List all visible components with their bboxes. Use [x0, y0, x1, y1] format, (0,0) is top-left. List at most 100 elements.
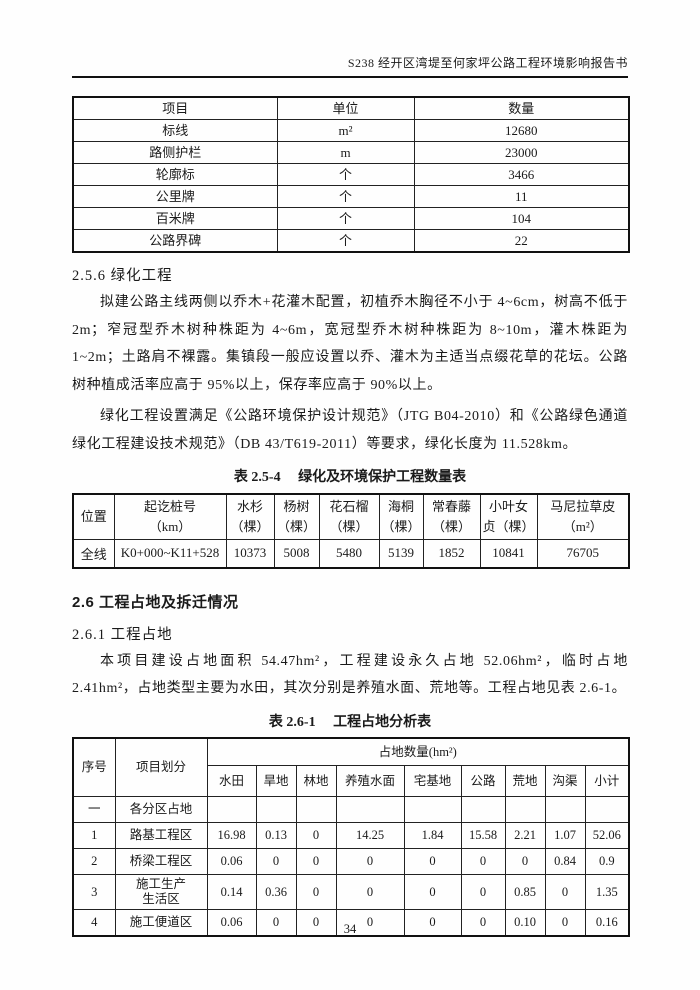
land-cell: 0: [295, 909, 337, 936]
quantities-cell: 百米牌: [72, 207, 278, 230]
land-row: 4 施工便道区 0.06 0 0 0 0 0 0.10 0 0.16: [72, 909, 630, 936]
land-subheader-cell: 旱地: [255, 765, 297, 797]
greening-header-cell: 小叶女 贞（棵）: [479, 493, 538, 540]
land-cell: 16.98: [206, 822, 257, 849]
greening-cell: 5480: [318, 539, 380, 568]
section-heading-2-6: 2.6 工程占地及拆迁情况: [72, 593, 239, 611]
land-cell: [504, 796, 546, 823]
quantities-cell: 23000: [413, 141, 630, 164]
greening-header-cell: 位置: [72, 493, 115, 540]
quantities-cell: 公路界碑: [72, 229, 278, 253]
land-cell: 0: [403, 848, 462, 875]
greening-cell: 10841: [479, 539, 538, 568]
quantities-cell: 个: [276, 185, 415, 208]
greening-header-cell: 水杉 （棵）: [225, 493, 275, 540]
land-cell: [584, 796, 630, 823]
quantities-header-row: 项目 单位 数量: [72, 96, 630, 120]
land-cell: [544, 796, 586, 823]
land-header-row-1: 序号 项目划分 占地数量(hm²): [72, 737, 630, 797]
land-row-name: 桥梁工程区: [114, 848, 208, 875]
quantities-cell: 12680: [413, 119, 630, 142]
quantities-cell: 标线: [72, 119, 278, 142]
greening-table: 位置 起讫桩号 （km） 水杉 （棵） 杨树 （棵） 花石榴 （棵） 海桐 （棵） 常春藤 …: [72, 493, 630, 569]
greening-header-cell: 起讫桩号 （km）: [113, 493, 227, 540]
quantities-header-cell: 数量: [413, 96, 630, 120]
quantities-table: 项目 单位 数量 标线 m² 12680 路侧护栏 m 23000 轮廓标个 3466 公里牌个 11…: [72, 96, 630, 253]
running-header: S238 经开区湾堤至何家坪公路工程环境影响报告书: [72, 54, 628, 78]
greening-header-cell: 花石榴 （棵）: [318, 493, 380, 540]
land-cell: 1.84: [403, 822, 462, 849]
quantities-cell: 个: [276, 207, 415, 230]
quantities-row: 公里牌个 11: [72, 185, 630, 208]
greening-cell: 76705: [536, 539, 630, 568]
land-cell: 0: [544, 874, 586, 910]
land-cell: 0: [403, 874, 462, 910]
land-row: 3 施工生产 生活区 0.14 0.36 0 0 0 0 0.85 0 1.35: [72, 874, 630, 910]
land-row-no: 4: [72, 909, 116, 936]
land-cell: 0.14: [206, 874, 257, 910]
land-cell: 2.21: [504, 822, 546, 849]
land-row: 2 桥梁工程区 0.06 0 0 0 0 0 0 0.84 0.9: [72, 848, 630, 875]
land-subheader-cell: 水田: [206, 765, 257, 797]
land-cell: 14.25: [335, 822, 405, 849]
quantities-row: 百米牌个 104: [72, 207, 630, 230]
land-cell: 0.84: [544, 848, 586, 875]
land-cell: 52.06: [584, 822, 630, 849]
greening-table-caption: 表 2.5-4 绿化及环境保护工程数量表: [233, 470, 467, 485]
greening-cell: 全线: [72, 539, 115, 568]
land-row-name: 路基工程区: [114, 822, 208, 849]
land-cell: 0.36: [255, 874, 297, 910]
quantities-cell: 3466: [413, 163, 630, 186]
land-cell: 0: [460, 874, 506, 910]
land-cell: [206, 796, 257, 823]
land-table: 序号 项目划分 占地数量(hm²) 水田 旱地 林地 养殖水面 宅基地 公路 荒地 沟渠 小计 …: [72, 736, 631, 937]
land-cell: 0: [335, 848, 405, 875]
land-cell: 0.06: [206, 909, 257, 936]
quantities-row: 公路界碑个 22: [72, 229, 630, 253]
land-cell: 0: [504, 848, 546, 875]
land-cell: 15.58: [460, 822, 506, 849]
land-cell: 0: [460, 909, 506, 936]
section-heading-2-6-1: 2.6.1 工程占地: [72, 626, 173, 643]
land-cell: [335, 796, 405, 823]
section-heading-2-5-6: 2.5.6 绿化工程: [72, 268, 173, 284]
land-cell: [255, 796, 297, 823]
greening-header-cell: 海桐 （棵）: [378, 493, 424, 540]
land-cell: [295, 796, 337, 823]
quantities-cell: 11: [413, 185, 630, 208]
land-cell: 0.06: [206, 848, 257, 875]
land-row-no: 一: [72, 796, 116, 823]
land-col-item-header: 项目划分: [114, 737, 208, 797]
land-cell: 0.16: [584, 909, 630, 936]
land-paragraph: 本项目建设占地面积 54.47hm²，工程建设永久占地 52.06hm²，临时占…: [72, 653, 628, 697]
land-header-row-2: 水田 旱地 林地 养殖水面 宅基地 公路 荒地 沟渠 小计: [73, 765, 630, 797]
land-cell: [403, 796, 462, 823]
land-row: 1 路基工程区 16.98 0.13 0 14.25 1.84 15.58 2.21 1.07 52…: [72, 822, 630, 849]
land-cell: 1.07: [544, 822, 586, 849]
greening-header-row: 位置 起讫桩号 （km） 水杉 （棵） 杨树 （棵） 花石榴 （棵） 海桐 （棵） 常春藤 …: [72, 493, 630, 540]
land-cell: 0: [460, 848, 506, 875]
quantities-cell: 104: [413, 207, 630, 230]
land-cell: [460, 796, 506, 823]
page-content: S238 经开区湾堤至何家坪公路工程环境影响报告书 项目 单位 数量 标线 m² 126…: [72, 54, 631, 937]
quantities-row: 标线 m² 12680: [72, 119, 630, 142]
land-subheader-cell: 沟渠: [544, 765, 586, 797]
land-cell: 0: [295, 874, 337, 910]
land-row-name: 各分区占地: [114, 796, 208, 823]
quantities-cell: 22: [413, 229, 630, 253]
land-row-no: 2: [72, 848, 116, 875]
land-row-no: 1: [72, 822, 116, 849]
land-cell: 0.85: [504, 874, 546, 910]
land-subheader-cell: 小计: [584, 765, 630, 797]
greening-cell: 5008: [273, 539, 320, 568]
land-subheader-cell: 宅基地: [403, 765, 462, 797]
land-row: 一各分区占地: [72, 796, 630, 823]
land-cell: 0: [295, 848, 337, 875]
quantities-cell: m: [276, 141, 415, 164]
quantities-cell: m²: [276, 119, 415, 142]
greening-cell: 10373: [225, 539, 275, 568]
land-col-no-header: 序号: [72, 737, 116, 797]
page-number: 34: [343, 922, 357, 936]
quantities-cell: 公里牌: [72, 185, 278, 208]
greening-header-cell: 常春藤 （棵）: [422, 493, 481, 540]
